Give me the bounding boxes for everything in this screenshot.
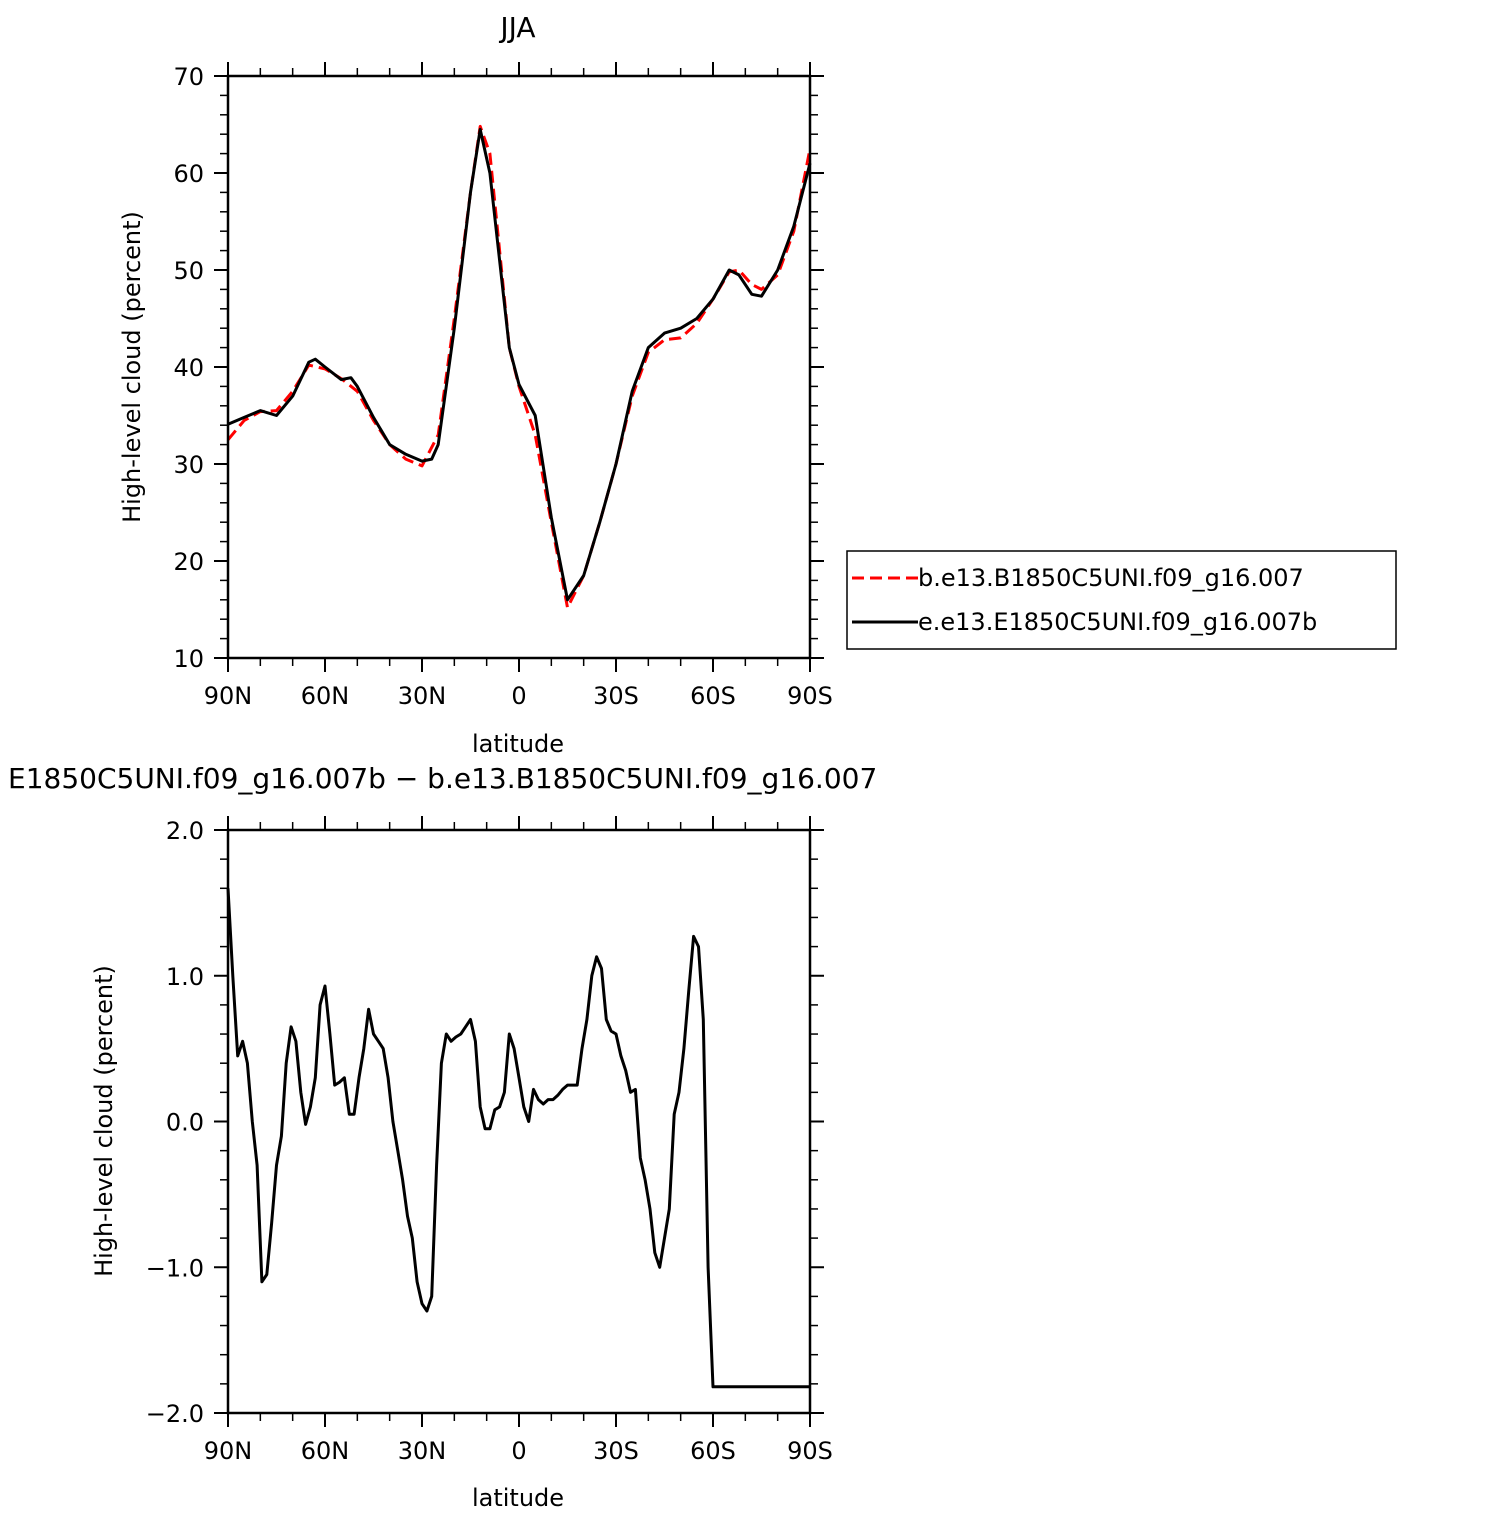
y-tick-label: 70 xyxy=(173,63,204,91)
y-tick-label: −1.0 xyxy=(146,1254,204,1282)
series-line-0-1 xyxy=(227,127,812,602)
top-plot-frame xyxy=(226,74,812,660)
x-tick-label: 60N xyxy=(301,682,350,710)
top-x-axis-label: latitude xyxy=(472,730,564,758)
bottom-panel: E1850C5UNI.f09_g16.007b − b.e13.B1850C5U… xyxy=(8,762,877,1512)
y-tick-label: 10 xyxy=(173,645,204,673)
legend: b.e13.B1850C5UNI.f09_g16.007 e.e13.E1850… xyxy=(846,550,1397,650)
x-tick-label: 90N xyxy=(204,682,253,710)
top-chart-title: JJA xyxy=(498,11,535,44)
bottom-x-axis-label: latitude xyxy=(472,1484,564,1512)
bottom-chart-title: E1850C5UNI.f09_g16.007b − b.e13.B1850C5U… xyxy=(8,762,877,795)
x-tick-label: 60N xyxy=(301,1437,350,1465)
y-tick-label: 20 xyxy=(173,548,204,576)
top-panel: JJA 90N 60N 30N 0 30S 60S 90S 10 20 30 40 50 60 70 la… xyxy=(118,11,833,758)
y-tick-label: −2.0 xyxy=(146,1400,204,1428)
legend-frame xyxy=(846,550,1397,650)
bottom-y-axis-label: High-level cloud (percent) xyxy=(90,965,118,1277)
top-y-axis-label: High-level cloud (percent) xyxy=(118,211,146,523)
x-tick-label: 60S xyxy=(690,1437,736,1465)
x-tick-label: 0 xyxy=(511,1437,526,1465)
x-tick-label: 30S xyxy=(593,682,639,710)
bottom-plot-frame xyxy=(226,828,812,1415)
x-tick-label: 90N xyxy=(204,1437,253,1465)
bottom-chart-ticks: 90N 60N 30N 0 30S 60S 90S −2.0 −1.0 0.0 1.0 2.0 xyxy=(146,816,833,1465)
y-tick-label: 0.0 xyxy=(166,1109,204,1137)
legend-label-series-2: e.e13.E1850C5UNI.f09_g16.007b xyxy=(918,608,1317,636)
series-line-0-0 xyxy=(226,124,812,610)
x-tick-label: 90S xyxy=(787,1437,833,1465)
x-tick-label: 30N xyxy=(398,1437,447,1465)
y-tick-label: 30 xyxy=(173,451,204,479)
y-tick-label: 50 xyxy=(173,257,204,285)
series-line-1-0 xyxy=(226,888,810,1389)
y-tick-label: 60 xyxy=(173,160,204,188)
x-tick-label: 90S xyxy=(787,682,833,710)
y-tick-label: 1.0 xyxy=(166,963,204,991)
x-tick-label: 0 xyxy=(511,682,526,710)
legend-label-series-1: b.e13.B1850C5UNI.f09_g16.007 xyxy=(918,564,1304,592)
x-tick-label: 30S xyxy=(593,1437,639,1465)
x-tick-label: 60S xyxy=(690,682,736,710)
bottom-chart-marks xyxy=(226,888,810,1389)
top-chart-marks xyxy=(226,124,812,610)
y-tick-label: 2.0 xyxy=(166,817,204,845)
x-tick-label: 30N xyxy=(398,682,447,710)
top-chart-ticks: 90N 60N 30N 0 30S 60S 90S 10 20 30 40 50 60 70 xyxy=(173,62,833,710)
y-tick-label: 40 xyxy=(173,354,204,382)
